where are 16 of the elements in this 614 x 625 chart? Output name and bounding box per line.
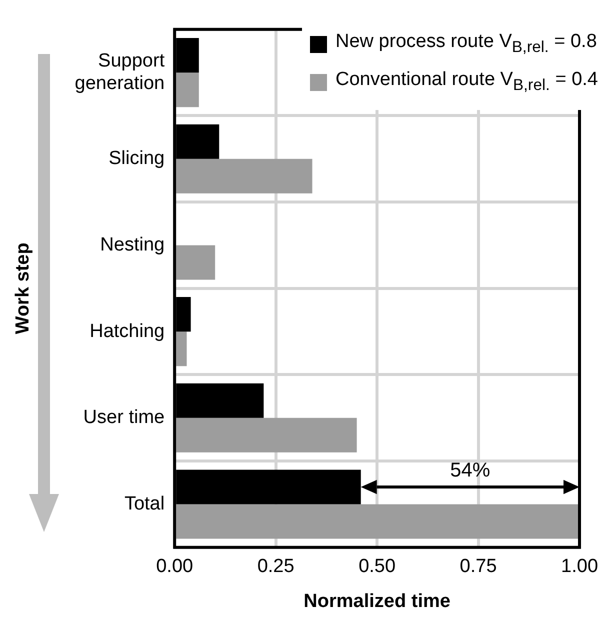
x-tick-label: 0.50	[358, 556, 396, 578]
y-tick-label: Hatching	[90, 320, 165, 342]
x-tick-label: 0.25	[257, 556, 294, 578]
y-axis-title: Work step	[12, 242, 34, 334]
legend-label: Conventional route V$_{B,rel.}$ = 0.4	[336, 68, 598, 96]
y-tick-label: Total	[124, 493, 165, 514]
y-tick-label: Nesting	[100, 234, 165, 256]
x-tick-label: 0.75	[460, 556, 497, 578]
y-tick-label: Slicing	[108, 148, 165, 170]
x-axis-title: Normalized time	[304, 590, 450, 612]
y-tick-label: Support generation	[74, 50, 166, 94]
x-tick-label: 1.00	[561, 556, 598, 578]
x-tick-label: 0.00	[156, 556, 194, 578]
legend-label: New process route V$_{B,rel.}$ = 0.8	[336, 30, 597, 58]
y-tick-label: User time	[83, 407, 165, 428]
annotation: 54%	[450, 459, 490, 482]
